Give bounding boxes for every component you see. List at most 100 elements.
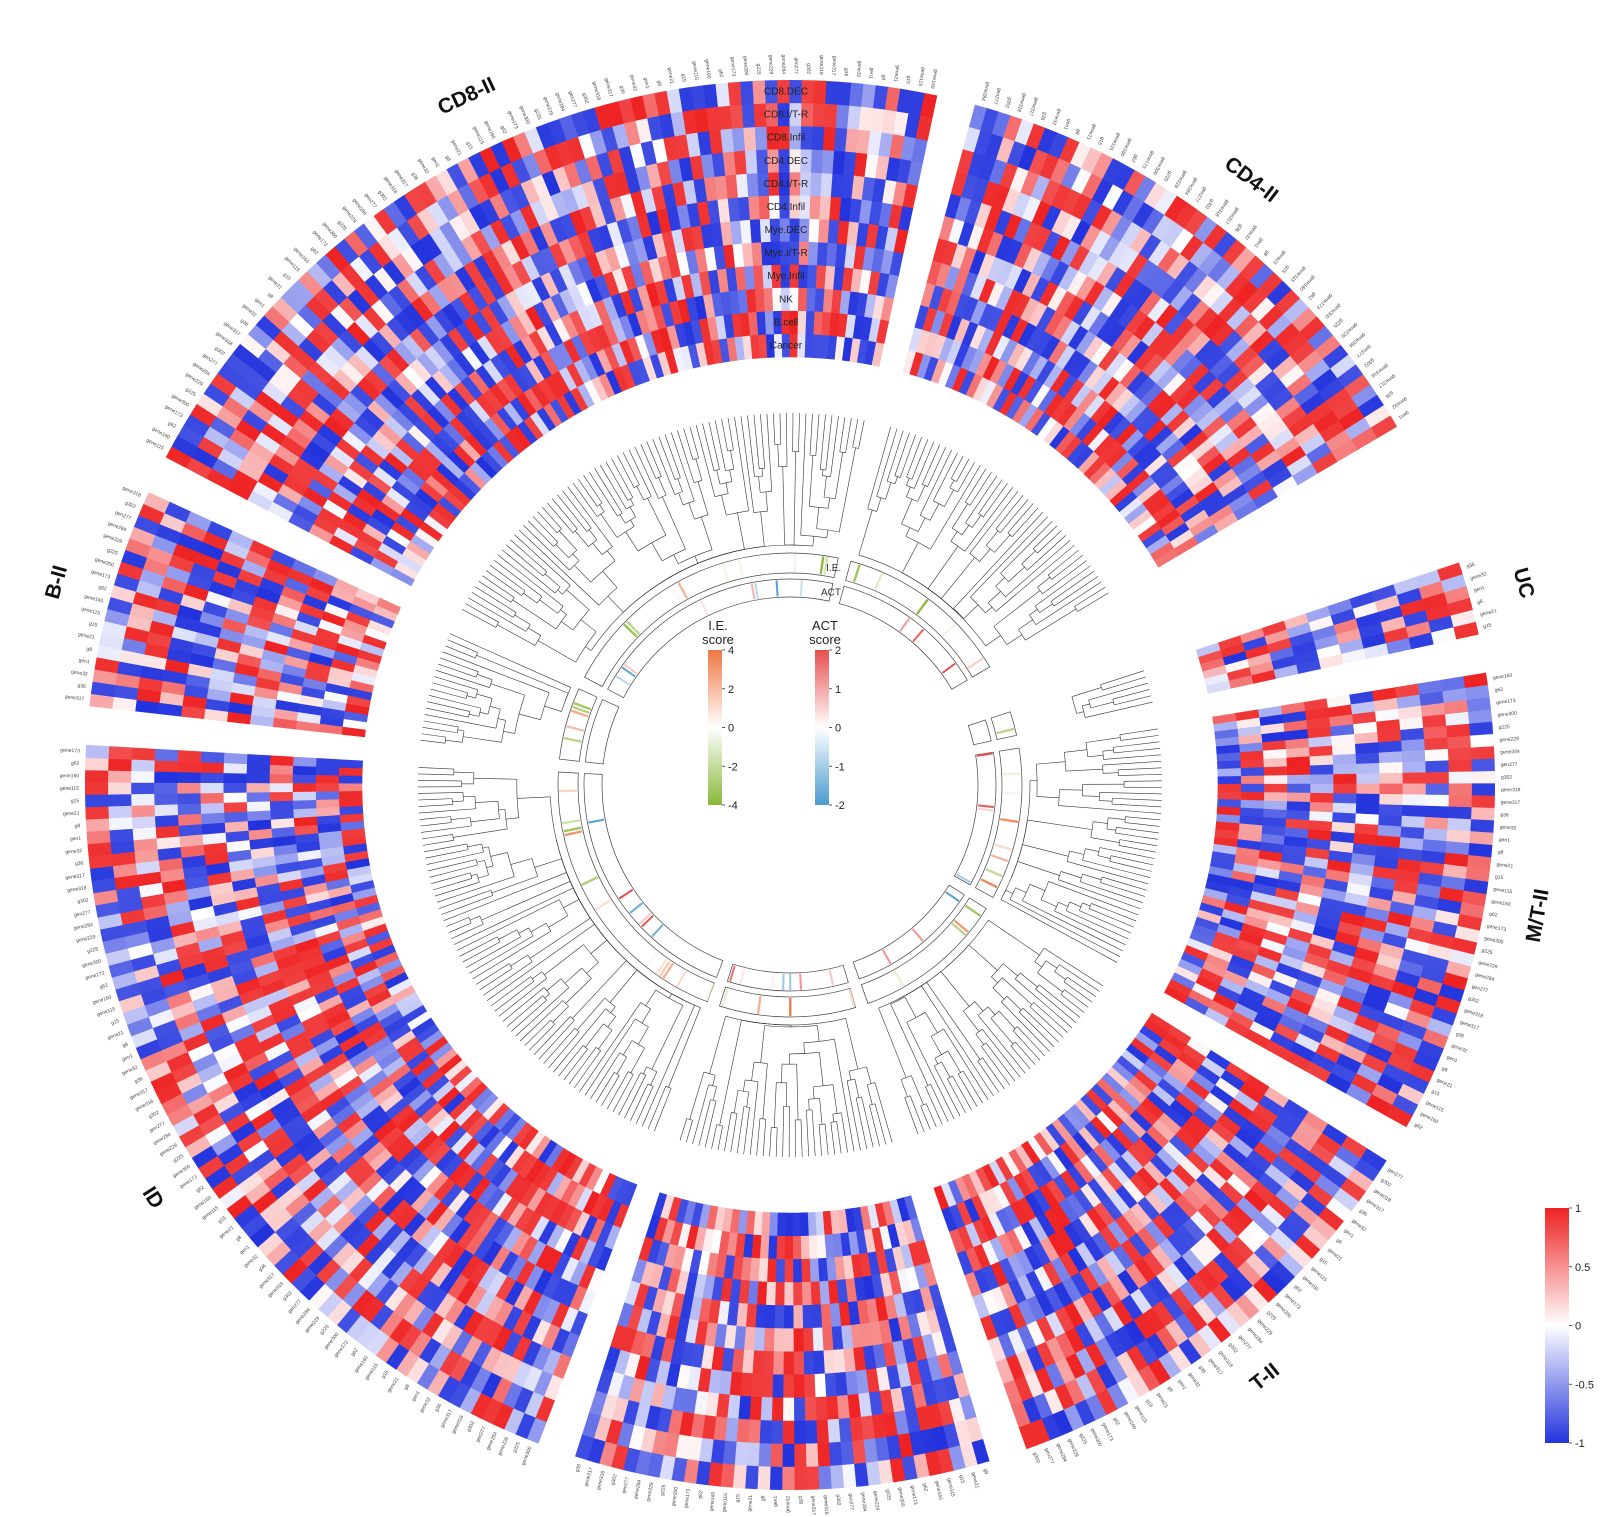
heatmap-cell — [1237, 725, 1262, 738]
heatmap-cell — [311, 914, 337, 930]
heatmap-cell — [1311, 625, 1337, 642]
heatmap-cell — [366, 437, 391, 460]
heatmap-cell — [862, 1345, 877, 1370]
heatmap-cell — [1130, 1037, 1154, 1059]
heatmap-cell — [891, 1245, 906, 1271]
dendro-join — [819, 1123, 826, 1125]
heatmap-cell — [342, 991, 368, 1011]
heatmap-cell — [773, 310, 783, 335]
heatmap-cell — [405, 1049, 430, 1071]
dendro-branch — [869, 1105, 877, 1134]
heatmap-cell — [1262, 419, 1289, 443]
heatmap-cell — [217, 994, 244, 1014]
dendro-join — [1102, 751, 1104, 760]
gene-label: gene21 — [63, 811, 80, 818]
dendro-join — [1009, 887, 1016, 900]
dendro-branch — [719, 1019, 742, 1126]
dendro-join — [490, 890, 494, 896]
heatmap-cell — [261, 381, 288, 405]
heatmap-cell — [747, 1280, 759, 1305]
heatmap-cell — [1022, 247, 1042, 274]
heatmap-cell — [432, 252, 456, 279]
dendro-branch — [974, 1001, 984, 1012]
heatmap-cell — [1302, 1225, 1329, 1251]
heatmap-cell — [318, 461, 344, 484]
heatmap-cell — [317, 1194, 343, 1219]
heatmap-cell — [287, 1122, 313, 1145]
heatmap-cell — [150, 1071, 177, 1094]
heatmap-cell — [414, 527, 439, 548]
heatmap-cell — [1039, 1155, 1061, 1180]
heatmap-cell — [1121, 196, 1145, 223]
heatmap-cell — [578, 331, 597, 357]
gene-label: g225 — [184, 387, 197, 398]
heatmap-cell — [602, 321, 620, 347]
heatmap-cell — [972, 1219, 990, 1245]
heatmap-cell — [742, 1233, 754, 1258]
heatmap-cell — [1333, 773, 1357, 785]
dendro-leaf — [422, 727, 449, 732]
dendro-branch — [575, 1045, 584, 1056]
heatmap-cell — [338, 923, 364, 939]
heatmap-cell — [617, 1302, 634, 1328]
dendro-branch — [498, 809, 505, 811]
heatmap-cell — [85, 757, 109, 771]
dendro-branch — [638, 1026, 649, 1045]
dendro-branch — [428, 798, 453, 800]
dendro-leaf — [1027, 1056, 1036, 1065]
heatmap-cell — [666, 325, 681, 350]
dendro-leaf — [933, 1104, 943, 1125]
heatmap-cell — [801, 80, 815, 104]
heatmap-cell — [1307, 726, 1332, 739]
dendro-leaf — [1133, 695, 1152, 701]
heatmap-cell — [530, 251, 550, 277]
heatmap-cell — [1376, 1073, 1404, 1095]
heatmap-cell — [342, 835, 367, 847]
heatmap-cell — [719, 1463, 735, 1488]
heatmap-cell — [450, 1329, 473, 1356]
heatmap-cell — [272, 835, 297, 847]
dendro-leaf — [813, 1129, 816, 1157]
heatmap-cell — [824, 103, 838, 129]
heatmap-cell — [1331, 439, 1358, 463]
heatmap-cell — [1277, 1251, 1304, 1278]
heatmap-cell — [746, 173, 760, 198]
heatmap-cell — [731, 127, 746, 153]
heatmap-cell — [707, 1299, 721, 1324]
heatmap-cell — [1340, 1135, 1368, 1159]
dendro-leaf — [1121, 882, 1147, 891]
heatmap-cell — [1111, 1061, 1135, 1083]
heatmap-cell — [430, 468, 454, 491]
heatmap-cell — [724, 1417, 739, 1442]
heatmap-cell — [302, 486, 329, 508]
heatmap-cell — [351, 672, 376, 686]
heatmap-cell — [1440, 875, 1466, 892]
heatmap-cell — [789, 264, 800, 289]
heatmap-cell — [564, 1155, 584, 1180]
dendro-leaf — [432, 682, 441, 686]
heatmap-cell — [1031, 251, 1052, 278]
heatmap-cell — [595, 249, 613, 276]
heatmap-cell — [563, 338, 582, 364]
heatmap-cell — [906, 1360, 922, 1386]
heatmap-cell — [302, 1177, 328, 1202]
gene-label: gen1 — [773, 1496, 779, 1507]
heatmap-cell — [1350, 427, 1378, 451]
heatmap-cell — [1026, 1320, 1046, 1347]
heatmap-cell — [578, 1162, 597, 1188]
heatmap-cell — [280, 395, 307, 419]
heatmap-cell — [924, 1450, 942, 1477]
heatmap-cell — [1105, 352, 1128, 378]
heatmap-cell — [1143, 266, 1167, 292]
heatmap-cell — [667, 1196, 682, 1222]
heatmap-cell — [1154, 1326, 1179, 1353]
heatmap-cell — [1127, 1371, 1150, 1398]
gene-label: gen277 — [992, 87, 1003, 105]
heatmap-cell — [1175, 495, 1200, 517]
heatmap-cell — [669, 1220, 684, 1246]
heatmap-cell — [331, 271, 357, 298]
heatmap-cell — [505, 290, 526, 316]
heatmap-cell — [1183, 944, 1209, 962]
heatmap-cell — [793, 1420, 806, 1444]
heatmap-cell — [333, 526, 359, 547]
